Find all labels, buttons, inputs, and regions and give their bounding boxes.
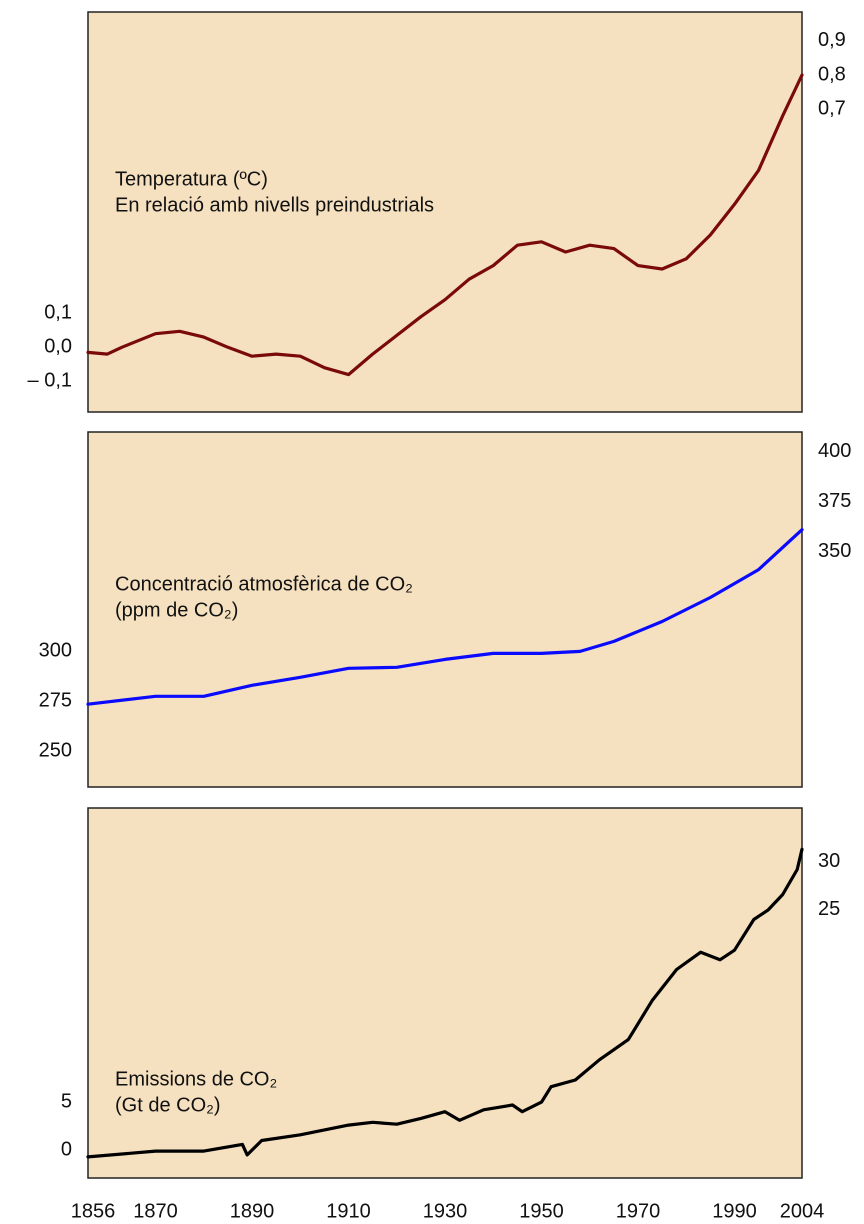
plot-area — [87, 11, 803, 413]
y2-tick-label: 400 — [818, 440, 851, 462]
panel-title: Temperatura (ºC) — [115, 168, 268, 190]
panel-title: Emissions de CO₂ — [115, 1068, 277, 1090]
x-tick-label: 1890 — [230, 1200, 275, 1222]
x-tick-label: 1910 — [326, 1200, 371, 1222]
y-tick-label: 0,0 — [44, 336, 72, 358]
y2-tick-label: 350 — [818, 540, 851, 562]
y-tick-label: – 0,1 — [28, 370, 72, 392]
y-tick-label: 0,1 — [44, 302, 72, 324]
y2-tick-label: 0,9 — [818, 29, 846, 51]
x-tick-label: 1990 — [712, 1200, 757, 1222]
y2-tick-label: 0,8 — [818, 63, 846, 85]
y2-tick-label: 375 — [818, 490, 851, 512]
y2-tick-label: 0,7 — [818, 97, 846, 119]
panel-subtitle: En relació amb nivells preindustrials — [115, 194, 434, 216]
panel-subtitle: (Gt de CO₂) — [115, 1094, 221, 1116]
x-tick-label: 1950 — [519, 1200, 564, 1222]
panel-title: Concentració atmosfèrica de CO₂ — [115, 573, 413, 595]
x-tick-label: 1870 — [133, 1200, 178, 1222]
y-tick-label: 300 — [39, 640, 72, 662]
y-tick-label: 5 — [61, 1090, 72, 1112]
y2-tick-label: 30 — [818, 850, 840, 872]
y2-tick-label: 25 — [818, 898, 840, 920]
y-tick-label: 250 — [39, 739, 72, 761]
x-tick-label: 1856 — [71, 1200, 116, 1222]
plot-area — [87, 807, 803, 1179]
y-tick-label: 0 — [61, 1138, 72, 1160]
x-tick-label: 2004 — [780, 1200, 825, 1222]
line — [86, 847, 804, 1159]
y-tick-label: 275 — [39, 690, 72, 712]
panel-subtitle: (ppm de CO₂) — [115, 599, 238, 621]
line — [86, 528, 804, 706]
x-tick-label: 1970 — [616, 1200, 661, 1222]
line — [86, 73, 804, 377]
x-tick-label: 1930 — [423, 1200, 468, 1222]
